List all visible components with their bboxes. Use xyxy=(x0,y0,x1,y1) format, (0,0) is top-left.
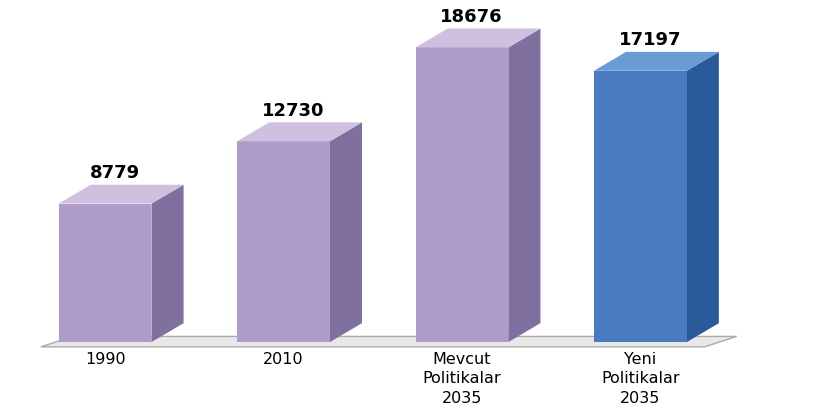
Text: Yeni
Politikalar
2035: Yeni Politikalar 2035 xyxy=(601,351,680,406)
Text: 12730: 12730 xyxy=(262,102,324,120)
Polygon shape xyxy=(416,28,540,47)
Bar xyxy=(416,47,508,342)
Polygon shape xyxy=(594,52,719,71)
Bar xyxy=(237,141,330,342)
Text: 1990: 1990 xyxy=(85,351,125,367)
Polygon shape xyxy=(59,185,184,204)
Polygon shape xyxy=(330,122,362,342)
Text: Mevcut
Politikalar
2035: Mevcut Politikalar 2035 xyxy=(423,351,501,406)
Polygon shape xyxy=(508,28,540,342)
Polygon shape xyxy=(237,122,362,141)
Text: 17197: 17197 xyxy=(619,31,681,49)
Polygon shape xyxy=(41,337,737,347)
Bar xyxy=(594,71,687,342)
Text: 18676: 18676 xyxy=(440,8,503,26)
Bar xyxy=(59,204,151,342)
Text: 8779: 8779 xyxy=(90,164,139,182)
Polygon shape xyxy=(687,52,719,342)
Text: 2010: 2010 xyxy=(263,351,304,367)
Polygon shape xyxy=(151,185,184,342)
